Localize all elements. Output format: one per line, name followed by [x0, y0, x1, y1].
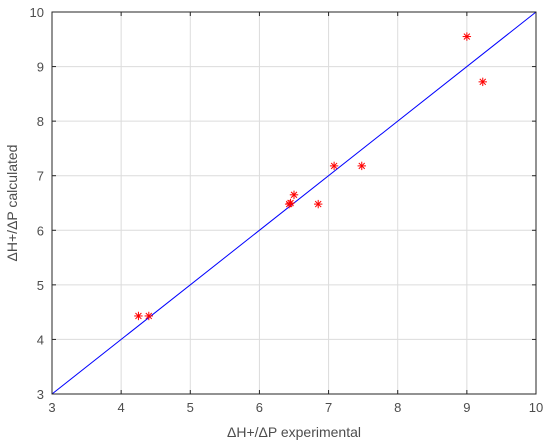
data-point-marker [134, 311, 143, 321]
data-point-marker [144, 311, 153, 321]
y-tick-label: 7 [37, 169, 44, 184]
y-tick-label: 9 [37, 60, 44, 75]
data-point-marker [289, 190, 299, 200]
data-point-marker [329, 161, 339, 171]
x-tick-label: 9 [463, 400, 470, 415]
y-axis-label: ΔH+/ΔP calculated [4, 145, 20, 262]
x-tick-label: 3 [48, 400, 55, 415]
x-tick-labels: 3 4 5 6 7 8 9 10 [48, 400, 543, 415]
y-tick-label: 5 [37, 278, 44, 293]
data-point-marker [357, 161, 366, 171]
x-axis-label: ΔH+/ΔP experimental [227, 424, 361, 440]
y-tick-label: 8 [37, 114, 44, 129]
y-tick-label: 4 [37, 332, 44, 347]
x-tick-label: 8 [394, 400, 401, 415]
y-tick-label: 10 [30, 5, 44, 20]
x-tick-label: 7 [325, 400, 332, 415]
data-point-marker [462, 32, 472, 41]
plot-frame [51, 11, 537, 395]
x-tick-label: 10 [529, 400, 543, 415]
data-point-marker [314, 199, 323, 209]
data-points [134, 32, 487, 321]
x-tick-label: 4 [118, 400, 125, 415]
y-tick-label: 6 [37, 223, 44, 238]
y-tick-label: 3 [37, 387, 44, 402]
x-tick-label: 6 [256, 400, 263, 415]
data-point-marker [478, 77, 487, 87]
data-point-marker [286, 198, 295, 208]
y-tick-labels: 3 4 5 6 7 8 9 10 [30, 5, 44, 402]
x-tick-label: 5 [187, 400, 194, 415]
